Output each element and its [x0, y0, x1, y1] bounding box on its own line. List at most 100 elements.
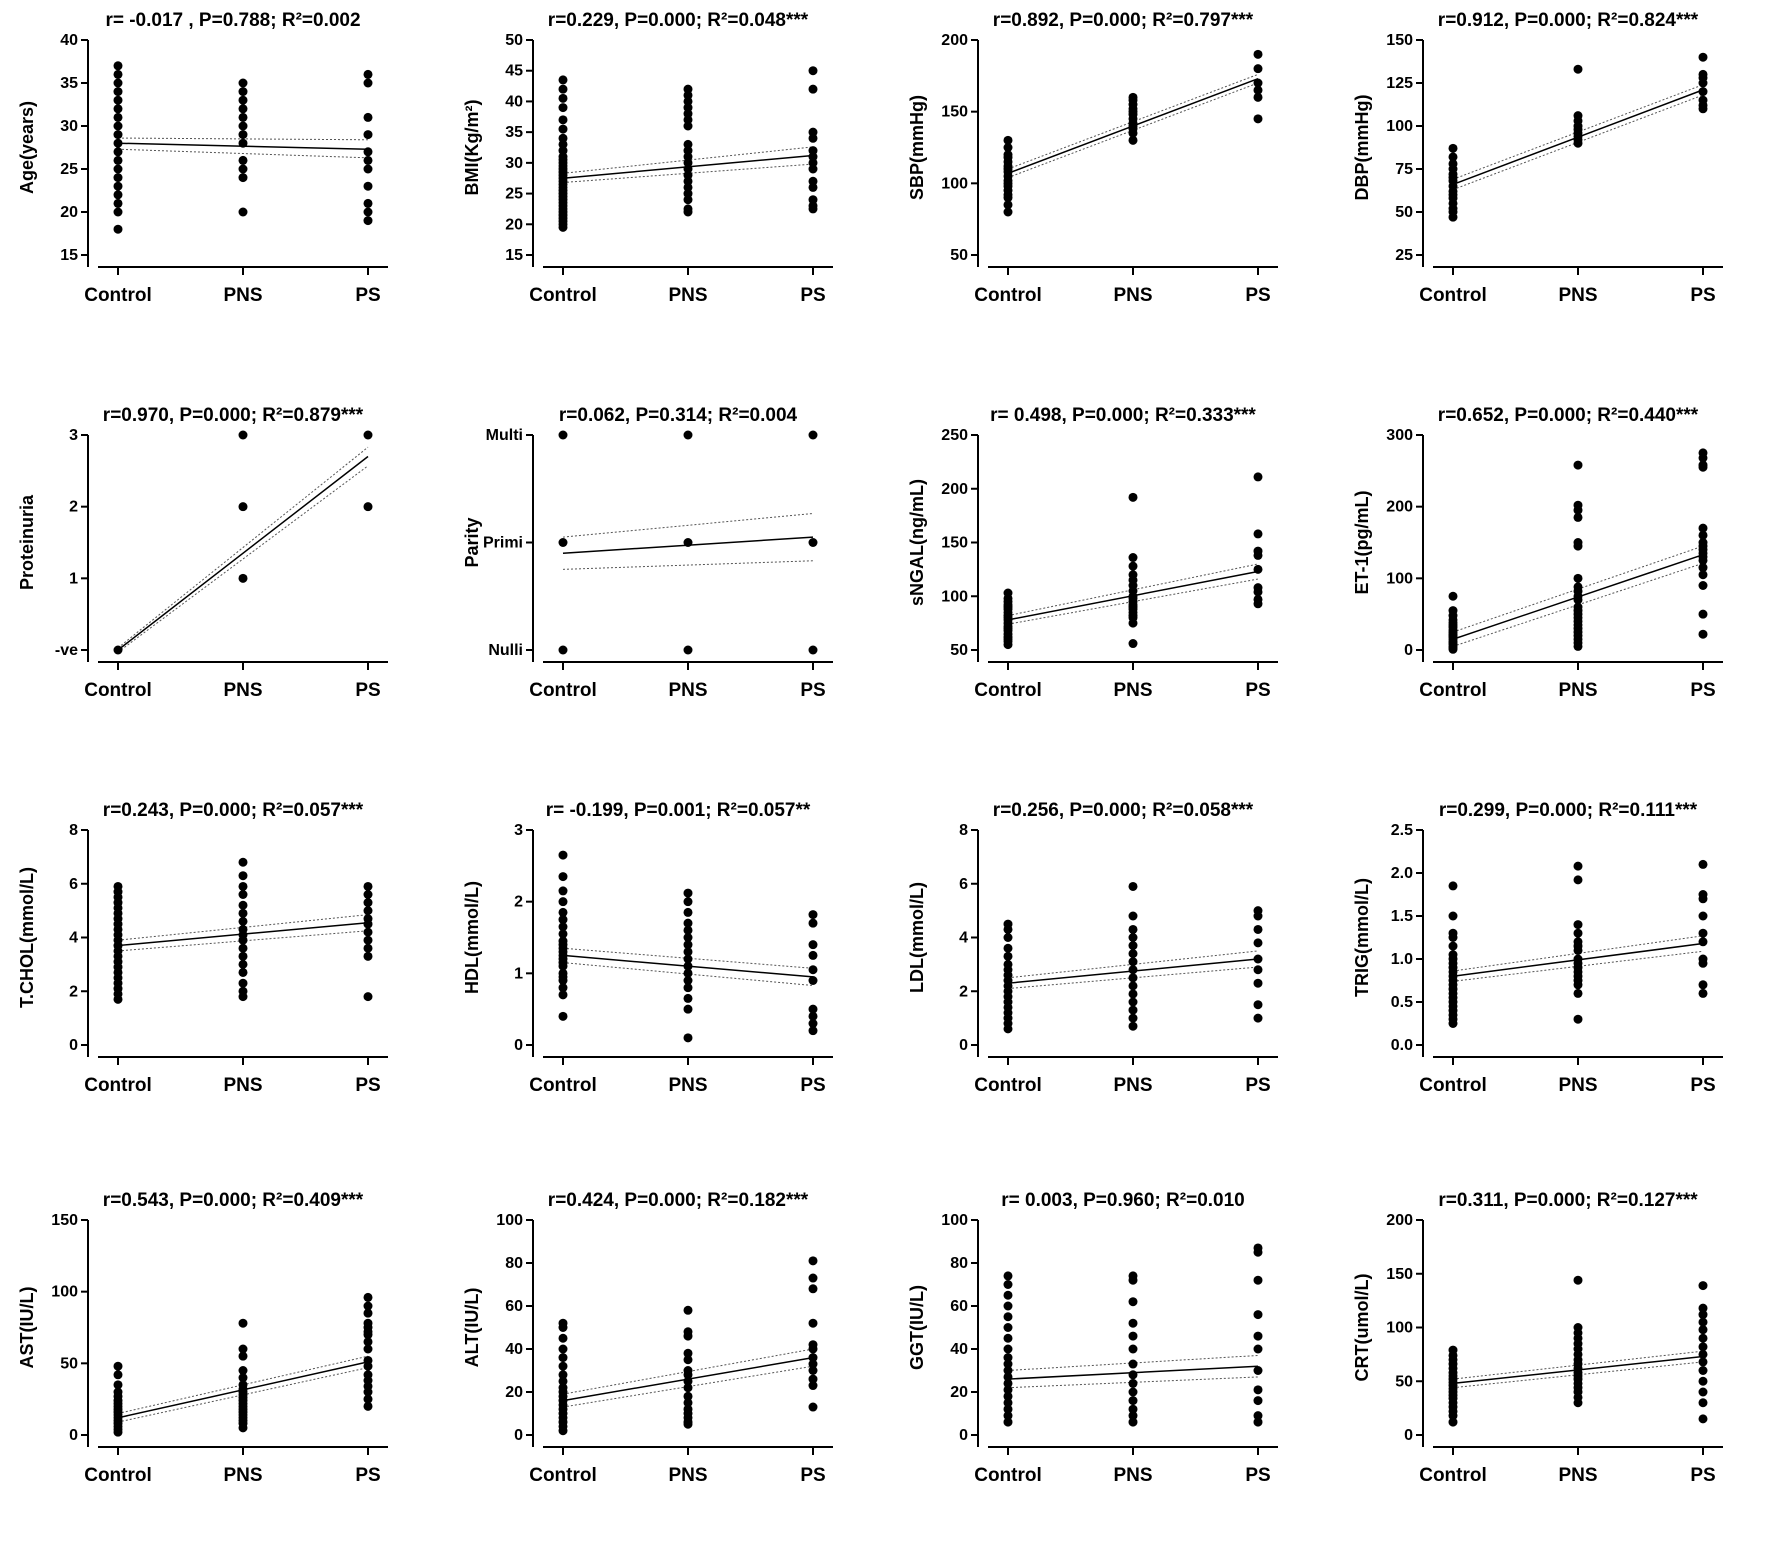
data-point: [238, 573, 248, 583]
data-point: [363, 906, 373, 916]
x-tick-label: Control: [84, 1465, 152, 1486]
data-point: [238, 951, 248, 961]
data-point: [1698, 581, 1708, 590]
data-point: [1128, 933, 1138, 942]
data-point: [1128, 128, 1138, 138]
data-point: [1448, 152, 1458, 162]
data-point: [808, 976, 818, 985]
x-tick-label: Control: [974, 1465, 1042, 1486]
data-point: [808, 538, 818, 547]
y-tick-label: 250: [941, 427, 968, 444]
data-point: [808, 84, 818, 94]
data-point: [683, 1331, 693, 1341]
data-point: [363, 1387, 373, 1397]
data-point: [113, 190, 123, 200]
y-tick-label: 20: [505, 1384, 523, 1401]
data-point: [363, 147, 373, 157]
data-point: [1698, 629, 1708, 639]
data-point: [1128, 618, 1138, 628]
data-point: [1003, 1323, 1013, 1332]
data-point: [1253, 1411, 1263, 1421]
x-tick-label: Control: [974, 1075, 1042, 1096]
data-point: [363, 502, 373, 512]
data-point: [558, 84, 568, 94]
data-point: [1698, 1317, 1708, 1327]
data-point: [808, 1381, 818, 1391]
data-point: [238, 890, 248, 899]
data-point: [1128, 1021, 1138, 1031]
data-point: [363, 181, 373, 191]
chart-panel-0: r= -0.017 , P=0.788; R²=0.002 Age(years) 1…: [0, 0, 440, 380]
data-point: [363, 1344, 373, 1354]
data-point: [363, 430, 373, 440]
data-point: [1128, 911, 1138, 921]
data-point: [1128, 1013, 1138, 1023]
data-point: [238, 900, 248, 910]
y-tick-label: 50: [950, 642, 968, 659]
data-point: [1128, 965, 1138, 975]
x-tick-label: PS: [1690, 1465, 1715, 1486]
data-point: [808, 133, 818, 143]
y-tick-label: 50: [1395, 204, 1413, 221]
data-point: [558, 538, 568, 547]
data-point: [238, 78, 248, 88]
data-point: [1003, 1024, 1013, 1034]
data-point: [683, 1376, 693, 1386]
data-point: [808, 1353, 818, 1363]
data-point: [238, 935, 248, 945]
data-point: [1003, 1271, 1013, 1281]
data-point: [113, 994, 123, 1004]
data-point: [1448, 212, 1458, 222]
data-point: [1253, 1000, 1263, 1010]
y-axis-label: Proteinuria: [17, 494, 37, 590]
data-point: [113, 173, 123, 183]
data-point: [558, 1011, 568, 1021]
y-axis-label: ALT(IU/L): [462, 1288, 482, 1368]
data-point: [1003, 1290, 1013, 1300]
data-point: [1573, 512, 1583, 522]
y-axis-label: BMI(Kg/m²): [462, 100, 482, 196]
data-point: [558, 1353, 568, 1363]
data-point: [808, 1273, 818, 1283]
data-point: [558, 75, 568, 85]
data-point: [1698, 1357, 1708, 1367]
y-tick-label: 0: [514, 1427, 523, 1444]
chart-title: r=0.062, P=0.314; R²=0.004: [559, 405, 798, 426]
data-point: [1698, 609, 1708, 619]
data-point: [1128, 949, 1138, 959]
data-point: [113, 1427, 123, 1437]
x-tick-label: Control: [1419, 680, 1487, 701]
chart-svg: r=0.229, P=0.000; R²=0.048*** BMI(Kg/m²) 1…: [462, 10, 833, 306]
data-point: [1003, 143, 1013, 152]
chart-svg: r=0.652, P=0.000; R²=0.440*** ET-1(pg/mL)…: [1352, 405, 1723, 701]
data-point: [238, 1423, 248, 1433]
data-point: [113, 95, 123, 105]
data-point: [558, 103, 568, 113]
y-tick-label: 3: [69, 427, 78, 444]
data-point: [1253, 1385, 1263, 1395]
chart-panel-7: r=0.652, P=0.000; R²=0.440*** ET-1(pg/mL)…: [1335, 395, 1775, 775]
chart-svg: r=0.256, P=0.000; R²=0.058*** LDL(mmol/L)…: [907, 800, 1278, 1096]
data-point: [1128, 639, 1138, 649]
data-point: [1573, 928, 1583, 938]
x-tick-label: Control: [84, 680, 152, 701]
data-point: [363, 1308, 373, 1318]
data-point: [1003, 1312, 1013, 1322]
data-point: [1253, 1331, 1263, 1341]
chart-title: r=0.229, P=0.000; R²=0.048***: [548, 10, 809, 31]
chart-panel-9: r= -0.199, P=0.001; R²=0.057** HDL(mmol/L…: [445, 790, 885, 1170]
chart-panel-12: r=0.543, P=0.000; R²=0.409*** AST(IU/L) 0 5…: [0, 1180, 440, 1560]
chart-title: r=0.311, P=0.000; R²=0.127***: [1438, 1190, 1698, 1211]
data-point: [1448, 911, 1458, 921]
data-point: [238, 207, 248, 217]
x-tick-label: PNS: [1113, 680, 1152, 701]
chart-svg: r=0.543, P=0.000; R²=0.409*** AST(IU/L) 0 5…: [17, 1190, 388, 1486]
data-point: [238, 502, 248, 512]
x-tick-label: PS: [1245, 680, 1270, 701]
data-point: [363, 1301, 373, 1311]
x-tick-label: PS: [1245, 285, 1270, 306]
chart-title: r=0.543, P=0.000; R²=0.409***: [103, 1190, 364, 1211]
x-tick-label: PNS: [668, 1465, 707, 1486]
data-point: [363, 890, 373, 899]
data-point: [1003, 1385, 1013, 1395]
